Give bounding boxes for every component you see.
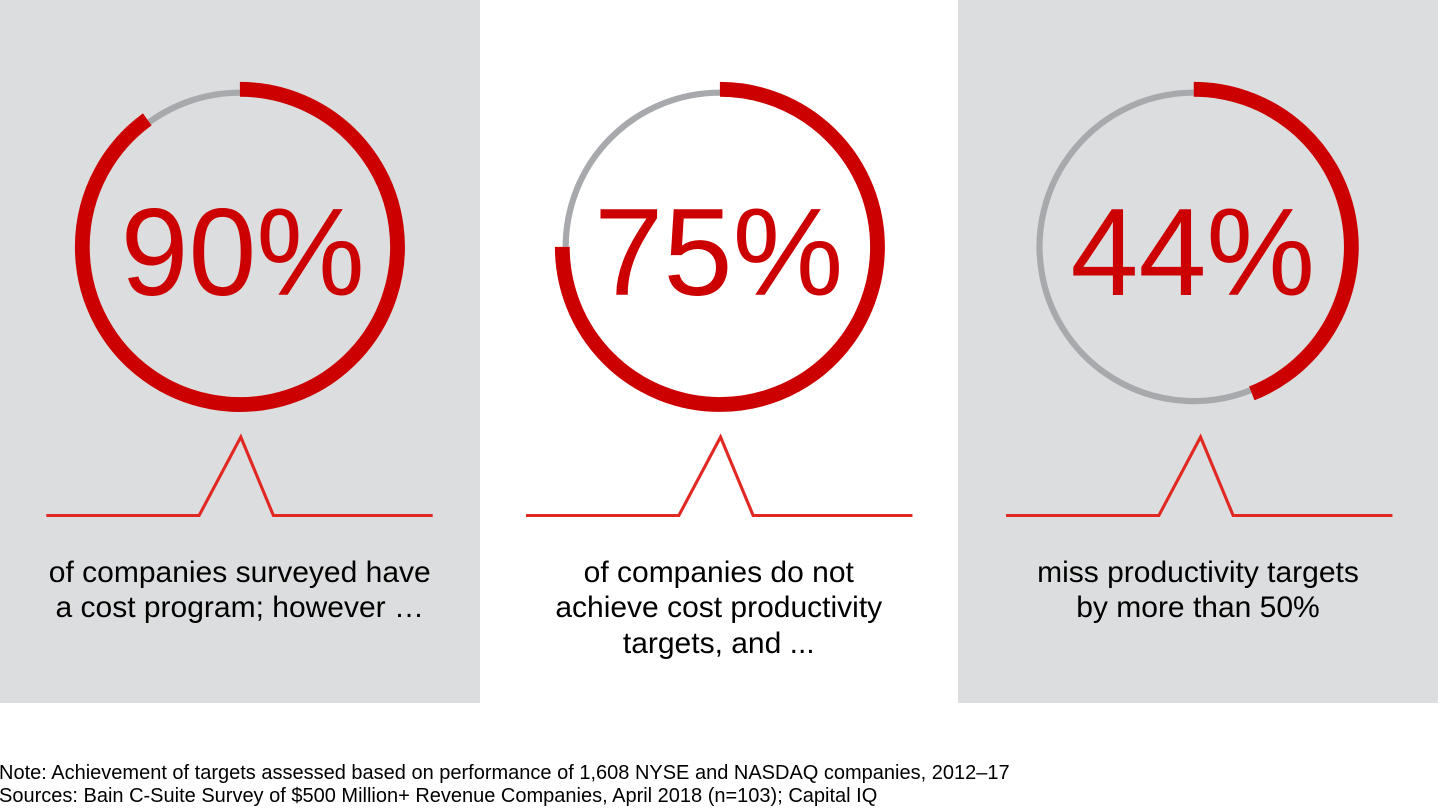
svg-text:90%: 90% xyxy=(121,183,365,322)
svg-text:44%: 44% xyxy=(1071,183,1315,322)
svg-text:75%: 75% xyxy=(594,183,843,322)
